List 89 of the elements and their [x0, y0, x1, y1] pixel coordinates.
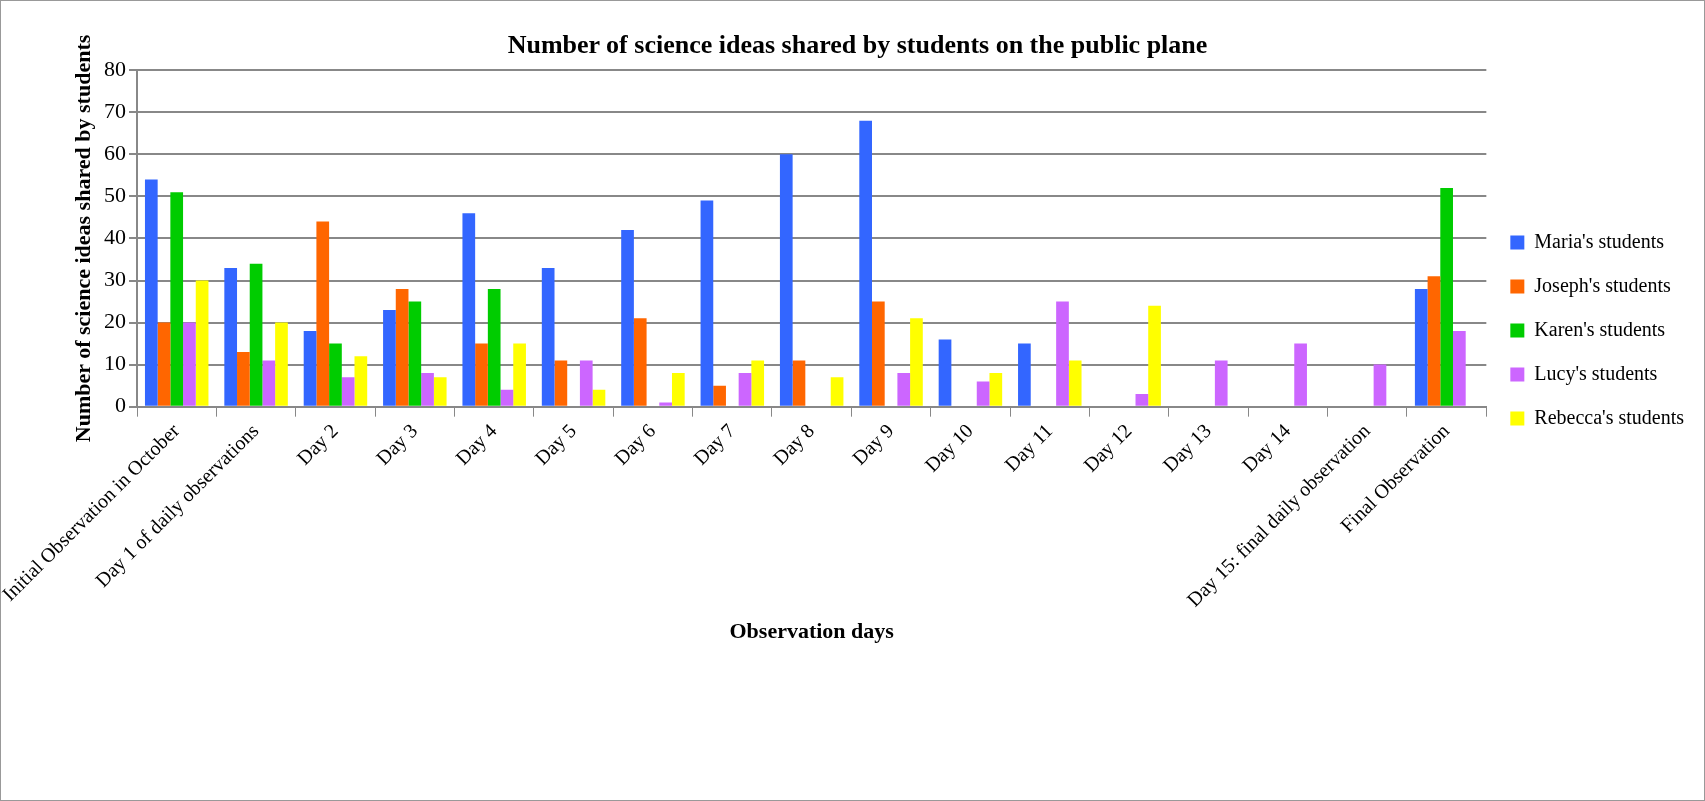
bar — [1148, 305, 1161, 406]
bar — [224, 267, 238, 406]
bar — [671, 373, 685, 406]
bar — [433, 377, 447, 406]
bar — [1427, 276, 1441, 406]
bar — [383, 309, 396, 406]
bar — [621, 230, 634, 406]
bar — [700, 200, 714, 406]
bar — [1056, 301, 1069, 406]
bar — [713, 385, 726, 406]
bar — [329, 343, 342, 406]
x-tick-label: Day 4 — [451, 419, 502, 470]
x-tick-label: Day 13 — [1158, 419, 1216, 477]
bar — [487, 288, 501, 406]
x-tick-label: Day 14 — [1237, 419, 1296, 477]
bar — [541, 267, 555, 406]
legend-label: Rebecca's students — [1534, 405, 1685, 428]
legend-label: Maria's students — [1534, 229, 1665, 252]
bar — [579, 360, 593, 406]
bar — [1135, 394, 1149, 406]
bar — [144, 179, 158, 406]
x-tick-label: Day 11 — [1000, 419, 1058, 477]
bar — [395, 288, 409, 406]
bar — [183, 322, 196, 406]
y-tick-label: 80 — [104, 55, 127, 81]
bar — [262, 360, 276, 406]
y-tick-label: 30 — [104, 266, 127, 292]
bar — [989, 373, 1003, 406]
y-tick-label: 10 — [104, 350, 127, 376]
bar — [592, 389, 606, 406]
bar — [1414, 288, 1428, 406]
bar — [897, 373, 911, 406]
y-axis-title: Number of science ideas shared by students — [69, 34, 95, 443]
bar — [659, 402, 672, 406]
bar — [1214, 360, 1228, 406]
bar — [275, 322, 288, 406]
chart-title: Number of science ideas shared by students on the public plane — [507, 30, 1208, 60]
bar — [976, 381, 990, 406]
bar — [462, 213, 476, 406]
x-tick-label: Day 8 — [768, 419, 819, 470]
bar — [195, 280, 209, 406]
bar — [170, 192, 184, 406]
x-tick-label: Day 6 — [609, 419, 661, 470]
bar — [872, 301, 885, 406]
bar — [408, 301, 422, 406]
bar — [751, 360, 765, 406]
bar — [500, 389, 514, 406]
x-tick-label: Day 12 — [1078, 419, 1137, 477]
bar — [237, 352, 250, 406]
bar — [1294, 343, 1307, 406]
y-tick-label: 70 — [104, 98, 127, 124]
y-tick-label: 0 — [115, 392, 127, 418]
x-tick-label: Day 7 — [689, 419, 740, 470]
bar — [513, 343, 526, 406]
bar — [554, 360, 568, 406]
x-tick-label: Day 9 — [847, 419, 899, 470]
bar — [779, 154, 793, 406]
y-tick-label: 20 — [104, 308, 127, 334]
bar — [1018, 343, 1031, 406]
legend-label: Karen's students — [1534, 317, 1666, 340]
bar — [316, 221, 330, 406]
bar — [633, 318, 647, 406]
bar — [938, 339, 952, 406]
bar — [1068, 360, 1082, 406]
x-tick-label: Day 5 — [530, 419, 581, 470]
legend-label: Lucy's students — [1534, 361, 1658, 385]
legend-label: Joseph's students — [1534, 273, 1671, 297]
x-axis-title: Observation days — [729, 618, 895, 644]
x-tick-label: Day 10 — [920, 419, 978, 477]
bar — [341, 377, 355, 406]
y-tick-label: 40 — [104, 224, 127, 250]
x-tick-label: Day 3 — [371, 419, 423, 470]
bar — [475, 343, 488, 406]
x-tick-label: Day 2 — [292, 419, 343, 470]
bar — [830, 377, 844, 406]
bar — [354, 356, 368, 406]
y-tick-label: 50 — [104, 182, 127, 208]
bar — [157, 322, 171, 406]
y-tick-label: 60 — [104, 140, 127, 166]
bar — [421, 373, 434, 406]
bar — [1373, 364, 1387, 406]
bar — [910, 318, 923, 406]
bar — [859, 120, 872, 406]
bar — [1453, 330, 1466, 406]
bar — [303, 330, 317, 406]
bar — [1440, 187, 1453, 406]
bar — [249, 263, 263, 406]
bar — [738, 373, 752, 406]
bar — [792, 360, 806, 406]
